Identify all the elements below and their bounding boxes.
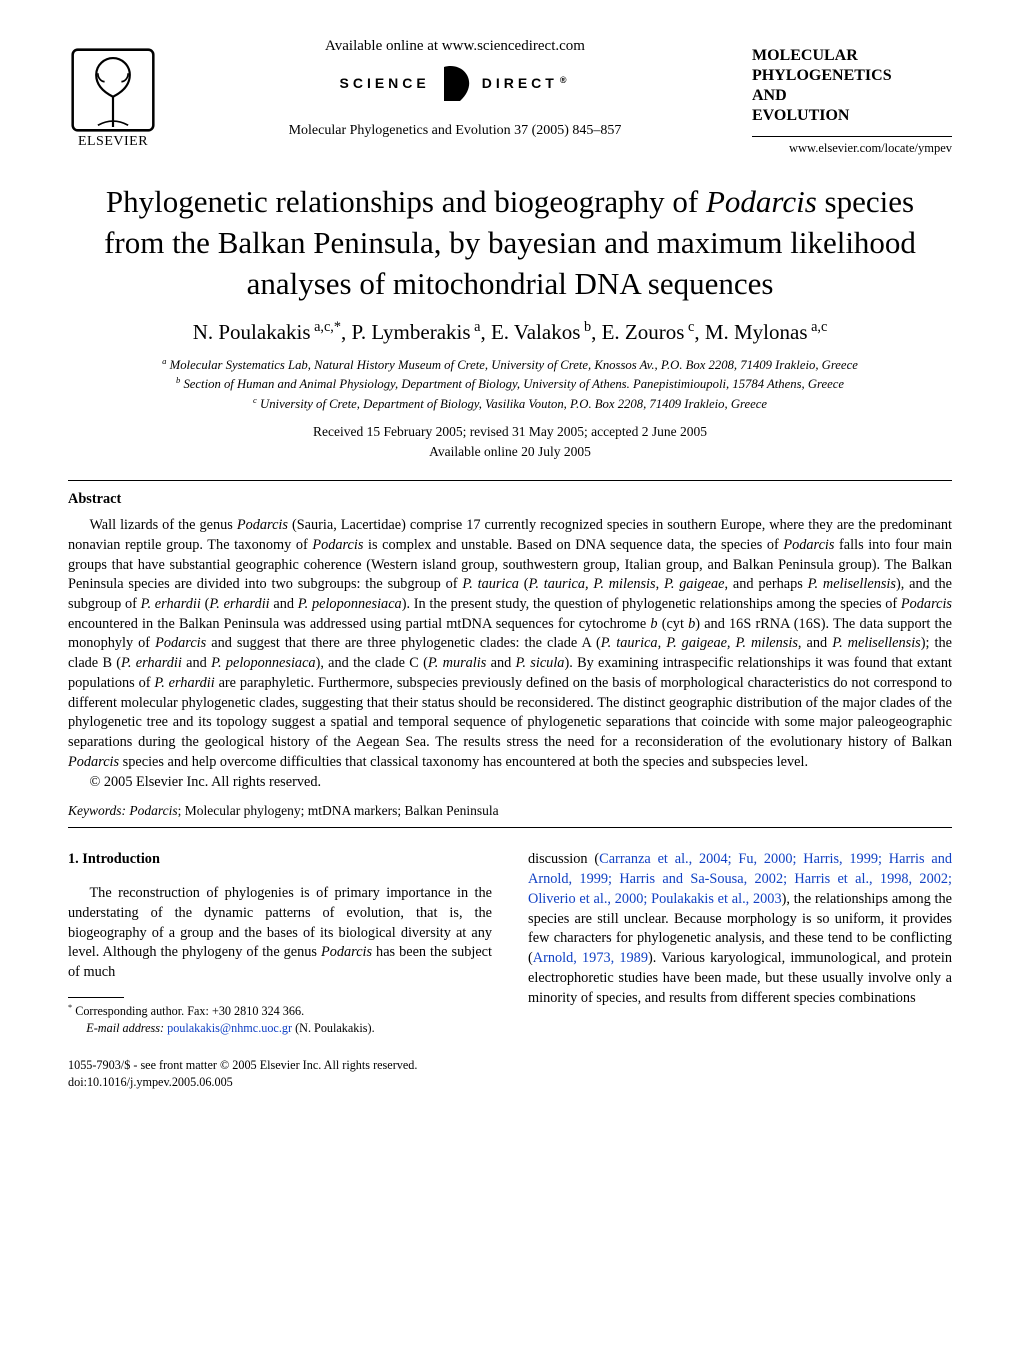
keywords: Keywords: Podarcis; Molecular phylogeny;… xyxy=(68,803,952,819)
intro-paragraph-left: The reconstruction of phylogenies is of … xyxy=(68,884,492,983)
right-column: discussion (Carranza et al., 2004; Fu, 2… xyxy=(528,850,952,1091)
intro-paragraph-right: discussion (Carranza et al., 2004; Fu, 2… xyxy=(528,850,952,1008)
journal-url: www.elsevier.com/locate/ympev xyxy=(789,141,952,156)
divider xyxy=(68,827,952,828)
citation-link[interactable]: Arnold, 1973, 1989 xyxy=(533,950,648,966)
abstract-text: Wall lizards of the genus Podarcis (Saur… xyxy=(68,516,952,772)
elsevier-tree-icon xyxy=(71,48,155,132)
article-title: Phylogenetic relationships and biogeogra… xyxy=(68,182,952,305)
email-link[interactable]: poulakakis@nhmc.uoc.gr xyxy=(167,1021,292,1035)
left-column: 1. Introduction The reconstruction of ph… xyxy=(68,850,492,1091)
journal-title-block: MOLECULAR PHYLOGENETICS AND EVOLUTION xyxy=(752,46,892,126)
author-list: N. Poulakakis a,c,*, P. Lymberakis a, E.… xyxy=(68,319,952,345)
front-matter-meta: 1055-7903/$ - see front matter © 2005 El… xyxy=(68,1057,492,1091)
corresponding-author-footnote: * Corresponding author. Fax: +30 2810 32… xyxy=(68,1002,492,1037)
divider xyxy=(752,136,952,137)
affiliations: a Molecular Systematics Lab, Natural His… xyxy=(68,355,952,414)
sciencedirect-d-icon xyxy=(436,63,476,103)
available-online-text: Available online at www.sciencedirect.co… xyxy=(325,38,585,55)
divider xyxy=(68,997,124,998)
abstract-heading: Abstract xyxy=(68,491,952,508)
divider xyxy=(68,480,952,481)
journal-reference: Molecular Phylogenetics and Evolution 37… xyxy=(289,123,622,139)
introduction-heading: 1. Introduction xyxy=(68,850,492,870)
sciencedirect-logo: SCIENCE DIRECT® xyxy=(340,63,571,103)
elsevier-logo: ELSEVIER xyxy=(68,48,158,150)
article-dates: Received 15 February 2005; revised 31 Ma… xyxy=(68,422,952,463)
copyright-line: © 2005 Elsevier Inc. All rights reserved… xyxy=(68,774,952,791)
elsevier-name: ELSEVIER xyxy=(78,134,148,150)
